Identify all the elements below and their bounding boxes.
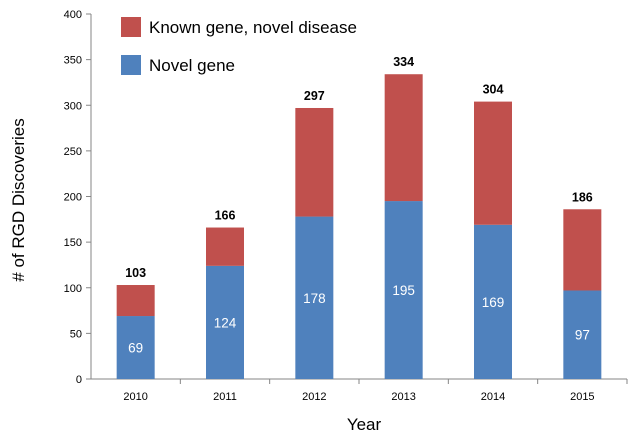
- y-tick-label: 100: [64, 283, 82, 295]
- novel-gene-value-label: 124: [214, 315, 237, 330]
- bar-novel-gene-2012: [295, 216, 334, 379]
- legend-swatch-novel-gene: [121, 55, 141, 75]
- total-value-label: 103: [125, 266, 146, 280]
- y-tick-label: 350: [64, 55, 82, 67]
- axes: 0 50 100 150 200 250 300 350 400 2010 2011 2012 2013…: [64, 9, 628, 403]
- y-tick-label: 200: [64, 192, 82, 204]
- legend-label-known-gene-novel-disease: Known gene, novel disease: [149, 18, 357, 37]
- novel-gene-value-label: 97: [575, 328, 590, 343]
- total-value-label: 186: [572, 190, 593, 204]
- legend: Known gene, novel disease Novel gene: [121, 17, 357, 75]
- y-tick-label: 150: [64, 237, 82, 249]
- x-axis-title: Year: [347, 415, 382, 434]
- data-labels: 69 103 124 166 178 297 195 334 169 304 97 186: [125, 55, 593, 355]
- x-tick-label: 2011: [213, 391, 237, 403]
- y-tick-label: 0: [76, 374, 82, 386]
- legend-swatch-known-gene-novel-disease: [121, 17, 141, 37]
- x-tick-label: 2015: [570, 391, 594, 403]
- x-tick-label: 2014: [481, 391, 505, 403]
- y-tick-label: 300: [64, 100, 82, 112]
- bar-novel-gene-2010: [116, 316, 155, 379]
- legend-label-novel-gene: Novel gene: [149, 56, 235, 75]
- bar-known-gene-2010: [116, 285, 155, 317]
- bar-known-gene-2012: [295, 107, 334, 217]
- y-tick-label: 400: [64, 9, 82, 21]
- x-tick-label: 2013: [391, 391, 415, 403]
- bar-known-gene-2013: [384, 74, 423, 202]
- x-tick-label: 2012: [302, 391, 326, 403]
- bars: [116, 74, 602, 379]
- total-value-label: 297: [304, 89, 325, 103]
- novel-gene-value-label: 195: [392, 283, 415, 298]
- bar-novel-gene-2011: [206, 265, 244, 379]
- bar-known-gene-2015: [563, 209, 602, 291]
- y-tick-label: 50: [70, 328, 82, 340]
- novel-gene-value-label: 69: [128, 341, 143, 356]
- total-value-label: 334: [393, 55, 414, 69]
- novel-gene-value-label: 169: [482, 295, 505, 310]
- total-value-label: 304: [483, 83, 504, 97]
- total-value-label: 166: [215, 209, 236, 223]
- bar-novel-gene-2013: [384, 201, 423, 379]
- bar-novel-gene-2014: [474, 224, 512, 379]
- y-tick-label: 250: [64, 146, 82, 158]
- bar-novel-gene-2015: [563, 290, 602, 379]
- y-axis-title: # of RGD Discoveries: [9, 118, 28, 281]
- bar-known-gene-2014: [474, 101, 512, 225]
- bar-known-gene-2011: [206, 227, 244, 266]
- novel-gene-value-label: 178: [303, 291, 326, 306]
- x-tick-label: 2010: [123, 391, 147, 403]
